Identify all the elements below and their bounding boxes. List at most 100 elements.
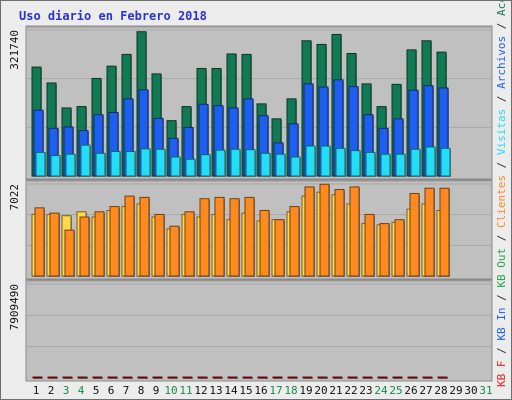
x-tick-label-9: 9 [153, 384, 160, 397]
x-tick-label-5: 5 [93, 384, 100, 397]
x-tick-label-3: 3 [63, 384, 70, 397]
x-tick-label-11: 11 [179, 384, 192, 397]
bar-sitios-day-5 [94, 211, 105, 277]
bar-kb-day-6 [107, 376, 118, 379]
legend-separator: / [495, 155, 508, 175]
legend-separator: / [495, 16, 508, 36]
bar-kb-day-19 [302, 376, 313, 379]
x-tick-label-16: 16 [254, 384, 267, 397]
side-legend: KB F / KB In / KB Out / Clientes / Visit… [495, 1, 508, 387]
bar-kb-day-18 [287, 376, 298, 379]
bar-sitios-day-28 [439, 187, 450, 277]
legend-out: KB Out [495, 248, 508, 288]
bar-visitas-day-20 [320, 145, 331, 177]
bar-visitas-day-5 [95, 152, 106, 177]
x-tick-label-17: 17 [269, 384, 282, 397]
x-tick-label-29: 29 [449, 384, 462, 397]
bar-visitas-day-1 [35, 151, 46, 177]
bar-sitios-day-8 [139, 196, 150, 277]
bar-sitios-day-12 [199, 198, 210, 277]
legend-in: KB In [495, 308, 508, 341]
legend-f: KB F [495, 361, 508, 388]
bar-visitas-day-13 [215, 149, 226, 177]
bar-kb-day-23 [362, 376, 373, 379]
bar-sitios-day-23 [364, 213, 375, 277]
bar-visitas-day-12 [200, 154, 211, 177]
bar-kb-day-5 [92, 376, 103, 379]
bar-kb-day-15 [242, 376, 253, 379]
bar-visitas-day-19 [305, 145, 316, 177]
bar-visitas-day-10 [170, 156, 181, 177]
x-tick-label-7: 7 [123, 384, 130, 397]
bar-kb-day-27 [422, 376, 433, 379]
bar-kb-day-14 [227, 376, 238, 379]
bar-sitios-day-17 [274, 219, 285, 277]
chart-title: Uso diario en Febrero 2018 [19, 9, 207, 23]
bar-kb-day-13 [212, 376, 223, 379]
bar-sitios-day-9 [154, 213, 165, 277]
legend-separator: / [495, 89, 508, 109]
x-tick-label-19: 19 [299, 384, 312, 397]
bar-visitas-day-18 [290, 156, 301, 177]
bar-sitios-day-21 [334, 189, 345, 277]
bar-kb-day-20 [317, 376, 328, 379]
x-tick-label-6: 6 [108, 384, 115, 397]
bar-kb-day-1 [32, 376, 43, 379]
ymax-label-middle: 7022 [8, 184, 21, 211]
bar-visitas-day-3 [65, 153, 76, 177]
bar-visitas-day-21 [335, 147, 346, 177]
bar-kb-day-8 [137, 376, 148, 379]
bar-sitios-day-13 [214, 196, 225, 277]
x-tick-label-28: 28 [434, 384, 447, 397]
legend-separator: / [495, 288, 508, 308]
bar-visitas-day-9 [155, 148, 166, 177]
legend-visitas: Visitas [495, 109, 508, 155]
bar-visitas-day-4 [80, 144, 91, 177]
side-legend-text: KB F / KB In / KB Out / Clientes / Visit… [495, 1, 508, 387]
bar-kb-day-3 [62, 376, 73, 379]
bar-sitios-day-19 [304, 186, 315, 277]
bar-kb-day-16 [257, 376, 268, 379]
bar-visitas-day-8 [140, 148, 151, 177]
bar-sitios-day-2 [49, 212, 60, 277]
x-tick-label-20: 20 [314, 384, 327, 397]
bar-visitas-day-11 [185, 158, 196, 177]
bar-kb-day-22 [347, 376, 358, 379]
bar-kb-day-12 [197, 376, 208, 379]
bar-sitios-day-15 [244, 196, 255, 277]
bar-kb-day-2 [47, 376, 58, 379]
x-tick-label-26: 26 [404, 384, 417, 397]
bar-kb-day-28 [437, 376, 448, 379]
x-tick-label-25: 25 [389, 384, 402, 397]
bar-sitios-day-6 [109, 206, 120, 277]
bar-sitios-day-24 [379, 223, 390, 277]
bar-sitios-day-27 [424, 187, 435, 277]
bar-kb-day-7 [122, 376, 133, 379]
x-tick-label-22: 22 [344, 384, 357, 397]
bar-visitas-day-16 [260, 152, 271, 177]
bar-visitas-day-17 [275, 153, 286, 177]
legend-separator: / [495, 341, 508, 361]
bar-sitios-day-20 [319, 183, 330, 277]
bar-kb-day-17 [272, 376, 283, 379]
bar-sitios-day-11 [184, 211, 195, 277]
bar-kb-day-24 [377, 376, 388, 379]
bar-visitas-day-2 [50, 155, 61, 177]
legend-separator: / [495, 228, 508, 248]
x-tick-label-1: 1 [33, 384, 40, 397]
bar-visitas-day-6 [110, 150, 121, 177]
bar-sitios-day-10 [169, 225, 180, 277]
bar-sitios-day-4 [79, 216, 90, 277]
panel-bottom [25, 279, 493, 382]
x-tick-label-30: 30 [464, 384, 477, 397]
legend-clientes: Clientes [495, 175, 508, 228]
ymax-label-bottom: 7909490 [8, 284, 21, 330]
x-tick-label-23: 23 [359, 384, 372, 397]
bar-sitios-day-7 [124, 195, 135, 277]
bar-visitas-day-22 [350, 150, 361, 177]
bar-kb-day-4 [77, 376, 88, 379]
bar-sitios-day-16 [259, 209, 270, 277]
bar-visitas-day-7 [125, 150, 136, 177]
